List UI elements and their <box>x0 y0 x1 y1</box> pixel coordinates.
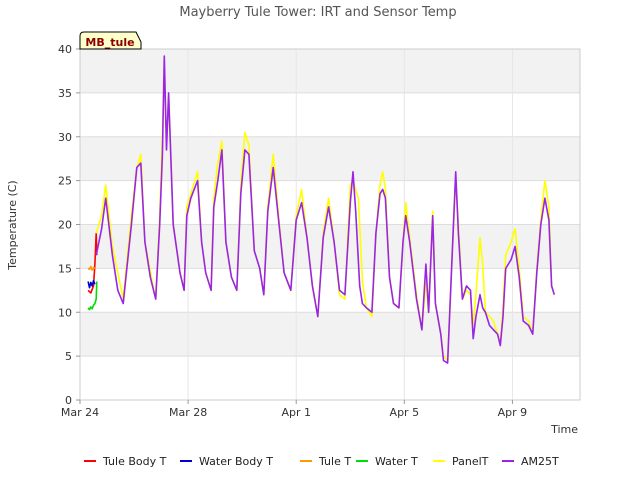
y-tick-label: 35 <box>58 87 72 100</box>
x-tick-label: Mar 28 <box>169 406 207 419</box>
legend-item: AM25T <box>502 455 559 468</box>
y-tick-label: 15 <box>58 262 72 275</box>
plot-band <box>80 224 580 269</box>
legend-label: PanelT <box>452 455 489 468</box>
series-line-am25t <box>95 55 556 364</box>
y-axis-label: Temperature (C) <box>6 180 19 270</box>
dataset-badge: MB_tule <box>79 31 142 50</box>
x-tick-label: Mar 24 <box>61 406 99 419</box>
legend-label: Tule T <box>318 455 351 468</box>
x-tick-label: Apr 5 <box>390 406 420 419</box>
legend-label: AM25T <box>521 455 559 468</box>
series-line-water-body-t <box>87 279 96 289</box>
y-axis-ticks: 0 5 10 15 20 25 30 35 40 <box>58 43 80 407</box>
legend-label: Water Body T <box>199 455 273 468</box>
badge-label: MB_tule <box>85 36 134 49</box>
y-tick-label: 10 <box>58 306 72 319</box>
legend-item: PanelT <box>433 455 489 468</box>
y-tick-label: 0 <box>65 394 72 407</box>
legend-item: Tule T <box>300 455 351 468</box>
x-tick-label: Apr 9 <box>498 406 528 419</box>
legend-item: Water T <box>356 455 418 468</box>
y-tick-label: 5 <box>65 350 72 363</box>
plot-band <box>80 312 580 357</box>
y-tick-label: 40 <box>58 43 72 56</box>
legend-label: Water T <box>375 455 418 468</box>
series-layer <box>87 55 556 364</box>
y-tick-label: 30 <box>58 131 72 144</box>
badge-box <box>79 31 142 50</box>
x-tick-label: Apr 1 <box>281 406 311 419</box>
x-axis-label: Time <box>550 423 578 436</box>
plot-band <box>80 49 580 93</box>
legend-label: Tule Body T <box>102 455 167 468</box>
legend-item: Tule Body T <box>84 455 167 468</box>
legend-item: Water Body T <box>180 455 273 468</box>
y-tick-label: 25 <box>58 175 72 188</box>
chart-title: Mayberry Tule Tower: IRT and Sensor Temp <box>179 5 456 20</box>
series-line-water-t <box>87 281 98 311</box>
legend: Tule Body T Water Body T Tule T Water T Pane… <box>84 455 559 468</box>
plot-band <box>80 136 580 181</box>
y-tick-label: 20 <box>58 219 72 232</box>
series-line-tule-body-t <box>87 232 98 294</box>
series-line-tule-t <box>87 265 96 271</box>
x-axis-ticks: Mar 24 Mar 28 Apr 1 Apr 5 Apr 9 <box>61 400 527 419</box>
